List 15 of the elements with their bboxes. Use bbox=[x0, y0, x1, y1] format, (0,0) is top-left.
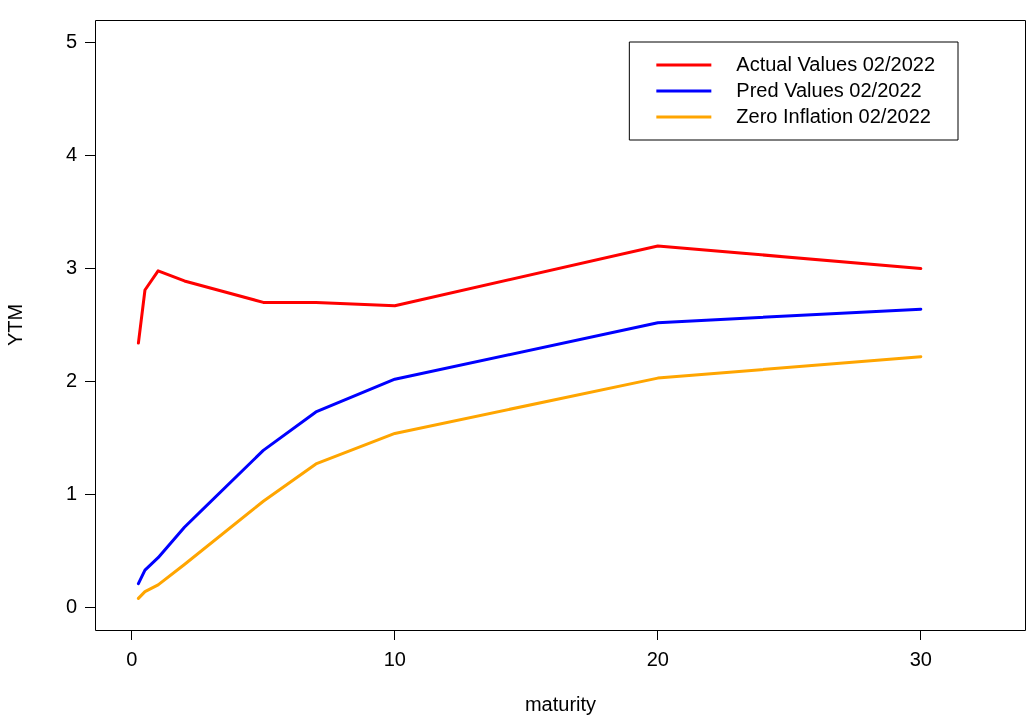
y-tick-label: 0 bbox=[65, 594, 77, 617]
legend-label: Pred Values 02/2022 bbox=[736, 78, 922, 101]
y-tick-label: 5 bbox=[65, 30, 77, 53]
x-tick-label: 30 bbox=[909, 647, 932, 670]
x-tick-label: 10 bbox=[383, 647, 406, 670]
x-tick-label: 0 bbox=[126, 647, 138, 670]
x-axis-title: maturity bbox=[524, 692, 597, 715]
y-tick-label: 3 bbox=[65, 256, 77, 279]
y-tick-label: 1 bbox=[65, 481, 77, 504]
y-tick-label: 4 bbox=[65, 143, 77, 166]
y-axis-title: YTM bbox=[3, 303, 26, 347]
y-tick-label: 2 bbox=[65, 369, 77, 391]
x-tick-label: 20 bbox=[646, 647, 669, 670]
legend-label: Actual Values 02/2022 bbox=[736, 52, 936, 75]
legend-label: Zero Inflation 02/2022 bbox=[736, 104, 931, 127]
